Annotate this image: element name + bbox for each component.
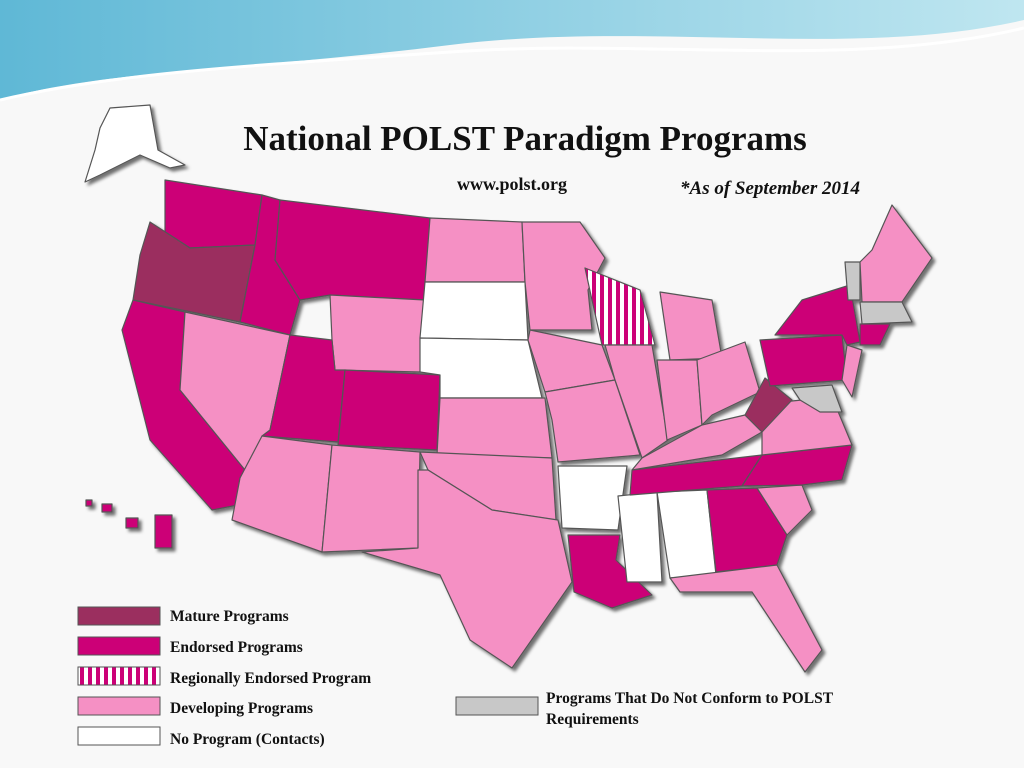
state xyxy=(544,379,641,463)
state xyxy=(321,444,421,553)
state xyxy=(274,199,431,301)
state xyxy=(231,435,333,553)
state xyxy=(604,344,669,459)
state xyxy=(567,534,653,609)
alaska xyxy=(84,104,186,183)
title: National POLST Paradigm Programs xyxy=(243,119,807,158)
legend: Mature Programs Endorsed Programs Regional… xyxy=(77,606,833,748)
header-wave xyxy=(0,0,1024,100)
state xyxy=(85,499,93,507)
state xyxy=(101,503,113,513)
state xyxy=(844,261,861,301)
state xyxy=(164,179,263,249)
legend-swatch xyxy=(77,606,161,626)
state xyxy=(584,267,656,346)
state xyxy=(329,294,426,373)
state xyxy=(656,489,717,579)
legend-swatch xyxy=(77,636,161,656)
legend-label: Regionally Endorsed Program xyxy=(170,670,371,687)
state xyxy=(125,517,139,529)
us-map xyxy=(84,104,933,673)
state xyxy=(337,369,441,451)
wave-line xyxy=(0,26,1024,102)
state xyxy=(154,514,173,549)
state xyxy=(659,291,723,361)
state xyxy=(859,323,891,346)
website: www.polst.org xyxy=(457,174,567,194)
state xyxy=(436,397,553,459)
state xyxy=(859,301,913,325)
state xyxy=(669,564,823,673)
legend-label: Programs That Do Not Conform to POLST Re… xyxy=(546,690,833,728)
legend-label-box: Programs That Do Not Conform to POLST Re… xyxy=(546,690,833,728)
legend-label: Mature Programs xyxy=(170,608,289,625)
state xyxy=(744,377,793,433)
state xyxy=(756,484,813,536)
state xyxy=(361,469,573,669)
state xyxy=(741,444,853,487)
legend-label: Developing Programs xyxy=(170,700,313,717)
date-note: *As of September 2014 xyxy=(680,178,860,199)
legend-swatch xyxy=(77,726,161,746)
legend-label: No Program (Contacts) xyxy=(170,731,325,748)
state xyxy=(841,344,863,398)
legend-swatch xyxy=(455,696,539,716)
legend-swatch xyxy=(77,696,161,716)
legend-swatch xyxy=(77,666,161,686)
legend-label: Endorsed Programs xyxy=(170,639,303,656)
state xyxy=(759,334,848,387)
state xyxy=(706,487,788,573)
state xyxy=(521,221,606,331)
state xyxy=(791,384,843,413)
state xyxy=(419,281,529,341)
state xyxy=(859,204,933,303)
state xyxy=(557,465,628,531)
state xyxy=(424,217,526,283)
state xyxy=(696,341,761,426)
